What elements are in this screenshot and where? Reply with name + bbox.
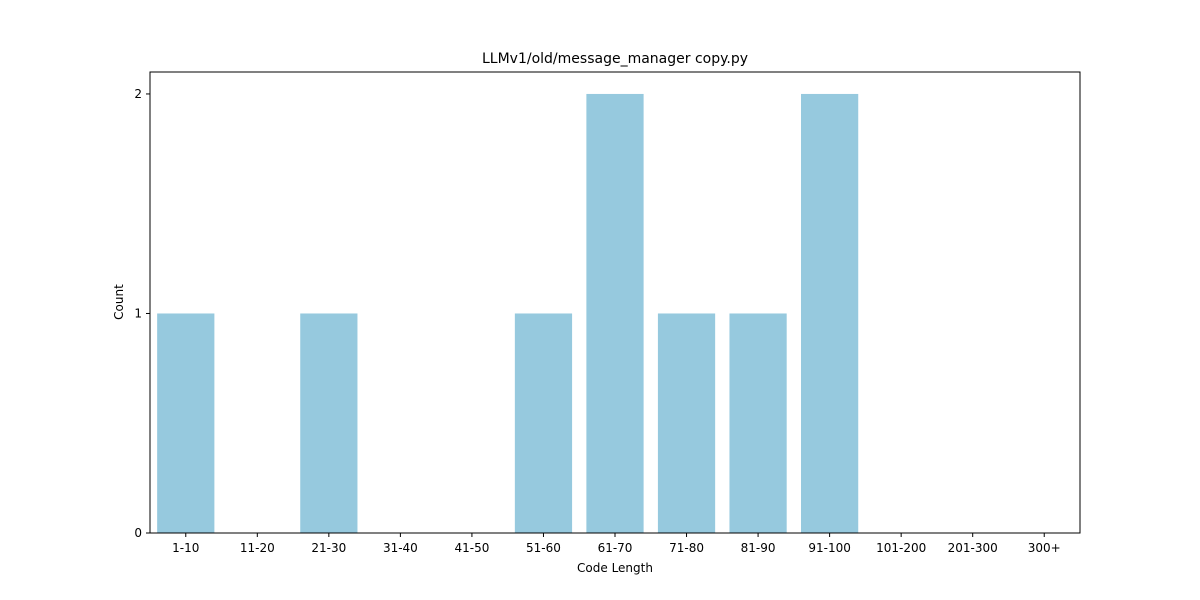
bar-91-100	[801, 93, 859, 533]
x-tick-label: 51-60	[526, 541, 561, 555]
x-tick-label: 81-90	[741, 541, 776, 555]
y-tick-label: 1	[134, 306, 142, 320]
x-tick-label: 61-70	[598, 541, 633, 555]
y-axis-label: Count	[112, 284, 126, 320]
x-tick-label: 31-40	[383, 541, 418, 555]
y-tick-label: 2	[134, 87, 142, 101]
chart-title: LLMv1/old/message_manager copy.py	[482, 51, 748, 67]
x-tick-label: 1-10	[172, 541, 199, 555]
x-axis: 1-10 11-20 21-30 31-40 41-50 51-60 61-70 71-80 8…	[172, 533, 1061, 555]
x-tick-label: 11-20	[240, 541, 275, 555]
x-tick-label: 91-100	[808, 541, 851, 555]
bar-51-60	[514, 313, 573, 533]
bar-71-80	[657, 313, 716, 533]
bar-61-70	[586, 93, 644, 533]
bar-1-10	[157, 313, 215, 533]
x-tick-label: 201-300	[948, 541, 998, 555]
x-axis-label: Code Length	[577, 561, 653, 575]
x-tick-label: 71-80	[669, 541, 704, 555]
x-tick-label: 300+	[1028, 541, 1061, 555]
y-axis: 0 1 2	[134, 87, 150, 540]
bars-group	[157, 93, 859, 533]
bar-21-30	[300, 313, 358, 533]
x-tick-label: 41-50	[454, 541, 489, 555]
y-tick-label: 0	[134, 526, 142, 540]
x-tick-label: 101-200	[876, 541, 926, 555]
bar-81-90	[729, 313, 787, 533]
x-tick-label: 21-30	[311, 541, 346, 555]
